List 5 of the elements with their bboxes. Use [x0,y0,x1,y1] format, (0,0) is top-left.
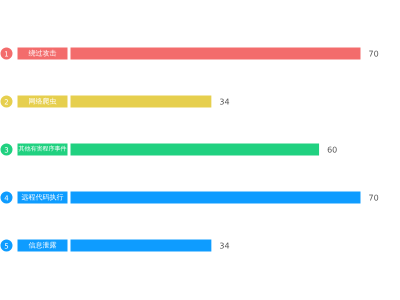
data-label: 34 [219,242,230,250]
data-label: 34 [219,98,230,106]
data-label: 60 [327,146,338,154]
data-label: 70 [368,194,379,202]
data-label: 70 [368,50,379,58]
